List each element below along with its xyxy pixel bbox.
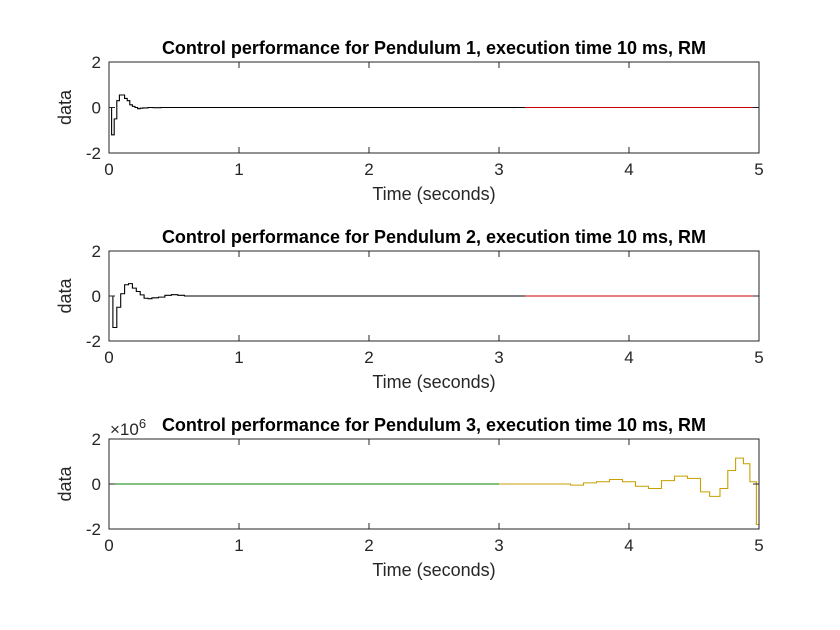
x-tick-label: 3 [494, 536, 503, 555]
x-tick-label: 1 [234, 536, 243, 555]
x-axis-label: Time (seconds) [372, 184, 495, 204]
series-line-early [109, 94, 525, 136]
x-tick-label: 3 [494, 348, 503, 367]
y-axis-label: data [55, 466, 75, 502]
x-tick-label: 1 [234, 348, 243, 367]
y-tick-label: 0 [92, 287, 101, 306]
x-tick-label: 4 [624, 536, 633, 555]
x-tick-label: 1 [234, 160, 243, 179]
x-tick-label: 2 [364, 536, 373, 555]
x-tick-label: 0 [104, 160, 113, 179]
x-tick-label: 0 [104, 536, 113, 555]
y-axis-label: data [55, 278, 75, 314]
series-line-early [109, 283, 525, 329]
y-tick-label: -2 [86, 144, 101, 163]
axis-exponent: ×106 [110, 416, 146, 439]
x-tick-label: 0 [104, 348, 113, 367]
y-tick-label: 2 [92, 430, 101, 449]
y-tick-label: -2 [86, 332, 101, 351]
chart-title: Control performance for Pendulum 2, exec… [162, 227, 706, 247]
y-tick-label: 0 [92, 475, 101, 494]
x-axis-label: Time (seconds) [372, 560, 495, 580]
x-tick-label: 4 [624, 160, 633, 179]
x-tick-label: 2 [364, 348, 373, 367]
y-tick-label: -2 [86, 520, 101, 539]
x-tick-label: 4 [624, 348, 633, 367]
y-axis-label: data [55, 89, 75, 125]
y-tick-label: 2 [92, 242, 101, 261]
y-tick-label: 0 [92, 99, 101, 118]
x-tick-label: 5 [754, 536, 763, 555]
x-tick-label: 3 [494, 160, 503, 179]
chart-title: Control performance for Pendulum 3, exec… [162, 415, 706, 435]
x-tick-label: 5 [754, 160, 763, 179]
series-line-late [499, 457, 759, 526]
x-axis-label: Time (seconds) [372, 372, 495, 392]
x-tick-label: 5 [754, 348, 763, 367]
chart-title: Control performance for Pendulum 1, exec… [162, 38, 706, 58]
y-tick-label: 2 [92, 53, 101, 72]
x-tick-label: 2 [364, 160, 373, 179]
